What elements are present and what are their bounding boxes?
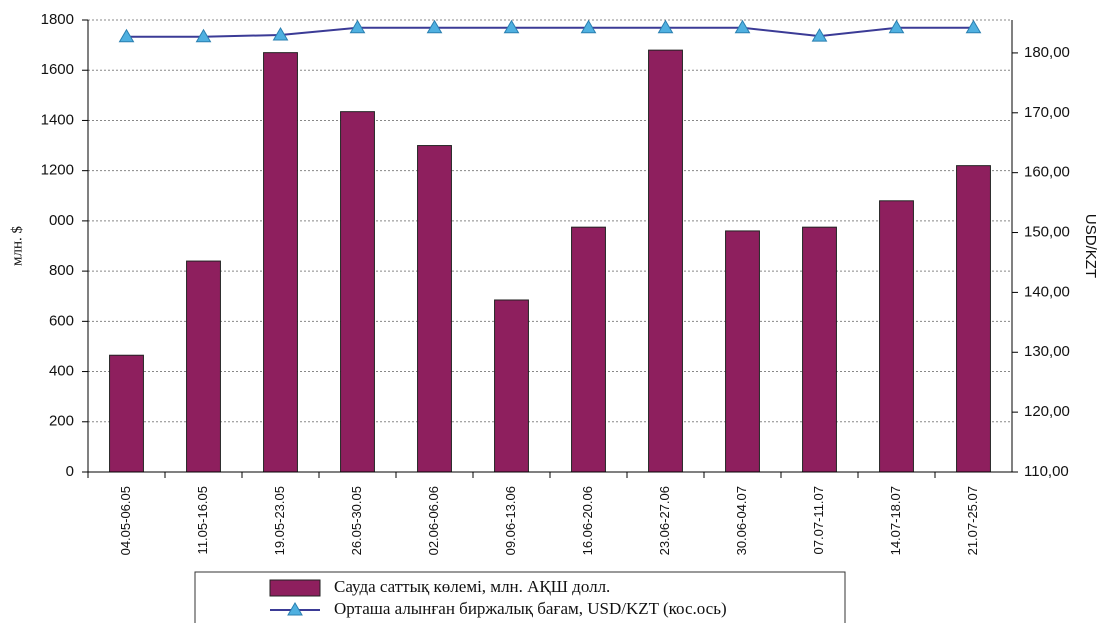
legend-label: Сауда саттық көлемі, млн. АҚШ долл. [334,577,610,596]
bar [186,260,221,473]
y-tick-label: 1200 [41,162,74,179]
y-tick-label: 0 [66,463,74,480]
y-tick-label: 800 [49,262,74,279]
y2-tick-label: 130,00 [1024,343,1070,360]
line-marker [657,19,674,34]
x-tick-label: 11.05-16.05 [195,486,210,554]
y-tick-label: 600 [49,312,74,329]
line-marker [811,28,828,42]
bar [494,299,529,473]
bar [879,200,914,473]
line-marker [426,19,443,34]
line [126,26,974,38]
y-tick-label: 1400 [41,111,74,128]
bar [725,230,760,473]
x-tick-label: 04.05-06.05 [118,486,133,555]
bar [109,354,144,473]
line-marker [965,19,982,34]
y2-tick-label: 180,00 [1024,44,1070,61]
line-marker [195,28,212,43]
bar [956,165,991,473]
x-tick-label: 07.07-11.07 [811,486,826,554]
y2-tick-label: 120,00 [1024,403,1070,420]
x-tick-label: 16.06-20.06 [580,486,595,555]
y-tick-label: 400 [49,363,74,380]
bar [802,226,837,473]
x-tick-label: 14.07-18.07 [888,486,903,555]
y2-tick-label: 170,00 [1024,104,1070,121]
y2-tick-label: 110,00 [1024,463,1069,480]
y2-tick-label: 140,00 [1024,283,1070,300]
bar [648,49,683,473]
y2-axis-label: USD/KZT [1082,214,1099,278]
legend-label: Орташа алынған биржалық бағам, USD/KZT (… [334,599,727,618]
legend-marker [287,602,303,616]
y2-tick-label: 150,00 [1024,223,1070,240]
line-marker [503,19,520,34]
x-tick-label: 21.07-25.07 [965,486,980,555]
line-marker [118,28,135,43]
y-tick-label: 200 [49,413,74,430]
x-tick-label: 02.06-06.06 [426,486,441,555]
line-marker [734,19,751,34]
x-tick-label: 26.05-30.05 [349,486,364,555]
x-tick-label: 19.05-23.05 [272,486,287,555]
y-tick-label: 1800 [41,11,74,28]
y-tick-label: 1600 [41,61,74,78]
bar [571,226,606,473]
line-marker [888,19,905,34]
y-tick-label: 000 [49,212,74,229]
bar [263,52,298,473]
bar [417,145,452,473]
line-marker [272,26,289,41]
line-marker [580,19,597,34]
x-tick-label: 30.06-04.07 [734,486,749,555]
line-marker [349,19,366,34]
legend-swatch [269,579,321,597]
y-axis-label: млн. $ [9,226,25,267]
x-tick-label: 23.06-27.06 [657,486,672,555]
y2-tick-label: 160,00 [1024,164,1070,181]
bar [340,111,375,473]
x-tick-label: 09.06-13.06 [503,486,518,555]
